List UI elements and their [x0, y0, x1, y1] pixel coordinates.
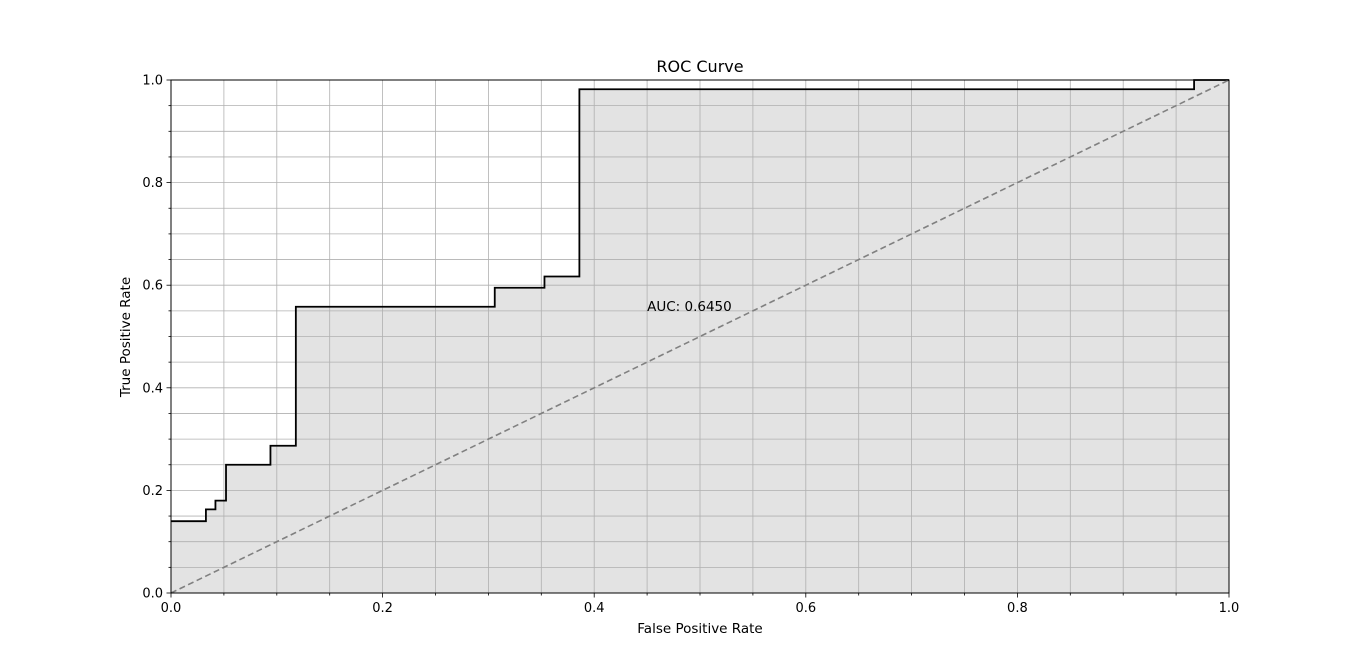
series-layer	[170, 79, 1230, 594]
x-tick-label: 0.8	[1007, 601, 1028, 616]
y-tick-label: 0.8	[142, 176, 163, 191]
x-tick-label: 0.4	[584, 601, 605, 616]
x-axis-label: False Positive Rate	[637, 621, 762, 637]
chance-diagonal-line	[170, 79, 1230, 594]
chart-title: ROC Curve	[656, 57, 743, 76]
y-tick-label: 0.6	[142, 279, 163, 294]
y-tick-label: 0.4	[142, 381, 163, 396]
roc-curve-line	[171, 79, 1229, 523]
y-tick-label: 1.0	[142, 74, 163, 89]
x-tick-label: 0.2	[372, 601, 393, 616]
x-tick-label: 1.0	[1219, 601, 1240, 616]
axes: 0.0 0.2 0.4 0.6 0.8 1.0 0.0 0.2 0.4 0.6 0.8 1.0	[142, 74, 1239, 617]
x-tick-label: 0.0	[161, 601, 182, 616]
y-tick-label: 0.2	[142, 484, 163, 499]
x-tick-label: 0.6	[795, 601, 816, 616]
y-axis-label: True Positive Rate	[118, 277, 134, 398]
auc-annotation: AUC: 0.6450	[647, 299, 732, 315]
y-tick-label: 0.0	[142, 587, 163, 602]
